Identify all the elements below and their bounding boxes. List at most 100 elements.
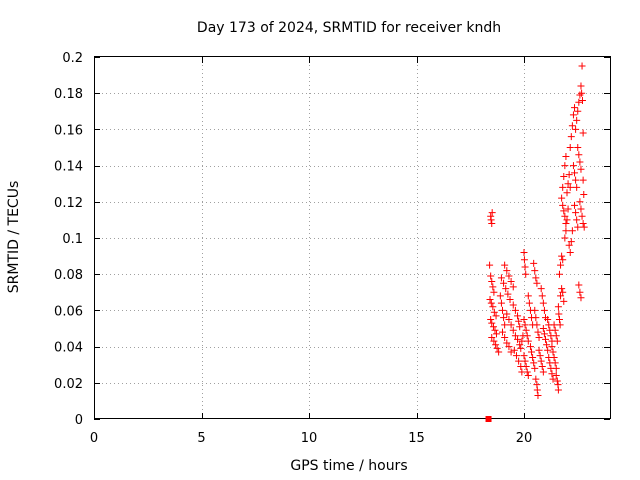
data-point-marker <box>499 328 506 336</box>
data-point-marker <box>538 363 546 371</box>
x-tick-label: 0 <box>90 431 98 446</box>
data-point-marker <box>500 314 508 322</box>
data-point-marker <box>514 312 522 320</box>
data-point-marker <box>488 209 496 217</box>
data-point-marker <box>509 326 517 334</box>
data-point-marker <box>514 335 522 343</box>
data-point-marker <box>576 288 584 296</box>
data-point-marker <box>488 334 496 342</box>
data-point-marker <box>578 89 586 97</box>
data-point-marker <box>486 261 494 269</box>
data-point-marker <box>572 125 580 133</box>
data-point-marker <box>579 220 587 228</box>
data-point-marker <box>548 370 556 378</box>
data-point-marker <box>533 386 541 394</box>
data-point-marker <box>564 180 572 188</box>
data-point-marker <box>492 341 500 349</box>
data-point-marker <box>525 299 533 307</box>
data-point-marker <box>540 306 548 314</box>
data-point-marker <box>504 290 512 298</box>
data-point-marker <box>543 341 551 349</box>
data-point-marker <box>531 306 539 314</box>
y-tick-label: 0.02 <box>54 377 83 392</box>
data-point-marker <box>511 306 519 314</box>
data-point-marker <box>562 153 570 161</box>
data-point-marker <box>552 364 560 372</box>
x-tick-label: 10 <box>301 431 318 446</box>
data-point-marker <box>532 314 540 322</box>
data-point-marker <box>573 216 581 224</box>
data-point-marker <box>488 220 496 228</box>
data-point-marker <box>501 321 509 329</box>
data-point-marker <box>497 274 505 282</box>
data-point-marker <box>567 133 575 141</box>
data-point-marker <box>576 198 584 206</box>
data-point-marker <box>555 315 563 323</box>
data-point-marker <box>490 337 498 345</box>
data-point-marker <box>556 321 564 329</box>
data-point-marker <box>575 98 583 106</box>
data-point-marker <box>576 158 584 166</box>
data-point-marker <box>578 62 586 70</box>
data-point-marker <box>532 375 540 383</box>
data-point-marker <box>560 207 568 215</box>
data-point-marker <box>561 162 569 170</box>
data-point-marker <box>521 263 529 271</box>
data-point-marker <box>577 165 585 173</box>
data-point-marker <box>524 337 532 345</box>
data-point-marker <box>549 375 557 383</box>
data-point-marker <box>558 194 566 202</box>
data-point-marker <box>534 391 542 399</box>
data-point-marker <box>577 205 585 213</box>
data-point-marker <box>523 332 531 340</box>
data-point-marker <box>564 205 572 213</box>
data-point-marker <box>520 256 528 264</box>
data-point-marker <box>533 321 541 329</box>
x-tick-label: 15 <box>408 431 425 446</box>
data-point-marker <box>507 277 515 285</box>
data-point-marker <box>509 301 517 309</box>
data-point-marker <box>568 122 576 130</box>
data-point-marker <box>571 169 579 177</box>
data-point-marker <box>555 270 563 278</box>
data-point-marker <box>530 359 538 367</box>
data-point-marker <box>560 297 568 305</box>
y-tick-label: 0.14 <box>54 160 83 175</box>
data-point-marker <box>550 321 558 329</box>
data-point-marker <box>562 220 570 228</box>
data-point-marker <box>503 267 511 275</box>
data-point-marker <box>535 346 543 354</box>
data-point-marker <box>487 272 495 280</box>
data-point-marker <box>534 328 542 336</box>
data-point-marker <box>536 352 544 360</box>
data-point-marker <box>558 252 566 260</box>
data-point-marker <box>528 348 536 356</box>
data-point-marker <box>577 294 585 302</box>
data-point-marker <box>571 104 579 112</box>
y-tick-label: 0.04 <box>54 341 83 356</box>
data-point-marker <box>577 82 585 90</box>
data-point-marker <box>512 352 520 360</box>
data-point-marker <box>563 216 571 224</box>
data-point-marker <box>511 332 519 340</box>
data-point-marker <box>501 334 509 342</box>
data-point-marker <box>507 321 515 329</box>
data-point-marker <box>576 91 584 99</box>
data-point-marker <box>569 111 577 119</box>
data-point-marker <box>516 341 524 349</box>
data-point-marker <box>520 315 528 323</box>
grid-lines <box>94 57 610 419</box>
data-point-marker <box>520 352 528 360</box>
data-point-marker <box>505 343 513 351</box>
data-point-marker <box>572 176 580 184</box>
y-tick-label: 0 <box>75 413 83 428</box>
data-point-marker <box>557 261 565 269</box>
data-point-marker <box>521 357 529 365</box>
data-point-marker <box>567 238 575 246</box>
data-point-marker <box>542 335 549 343</box>
data-point-marker <box>574 107 582 115</box>
data-point-marker <box>566 144 574 151</box>
data-point-marker <box>510 346 518 354</box>
data-point-marker <box>491 326 499 334</box>
